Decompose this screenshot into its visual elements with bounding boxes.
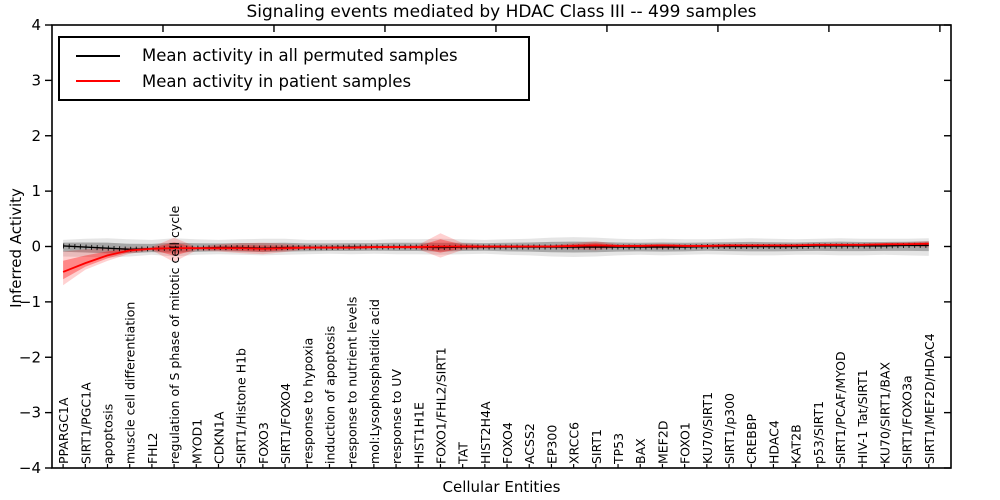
x-tick-label: KU70/SIRT1/BAX (877, 362, 892, 464)
y-tick-label: −2 (19, 348, 41, 366)
x-tick-label: regulation of S phase of mitotic cell cy… (167, 205, 182, 464)
y-tick-label: 2 (31, 127, 41, 145)
x-tick-label: TAT (456, 442, 471, 465)
y-tick-label: 1 (31, 182, 41, 200)
x-tick-label: BAX (633, 438, 648, 464)
x-tick-label: MYOD1 (189, 419, 204, 464)
x-tick-label: HIST2H4A (478, 401, 493, 464)
x-tick-label: FOXO3 (256, 422, 271, 464)
x-tick-label: SIRT1/p300 (722, 393, 737, 464)
x-tick-label: SIRT1 (589, 429, 604, 464)
x-tick-label: XRCC6 (567, 422, 582, 464)
x-tick-label: SIRT1/FOXO4 (278, 383, 293, 464)
x-tick-label: KU70/SIRT1 (700, 392, 715, 464)
x-tick-label: HDAC4 (766, 420, 781, 464)
x-tick-label: FOXO1/FHL2/SIRT1 (433, 347, 448, 464)
y-tick-label: −3 (19, 404, 41, 422)
y-tick-label: 4 (31, 16, 41, 34)
x-tick-label: FHL2 (145, 432, 160, 464)
x-tick-label: response to UV (389, 369, 404, 464)
x-tick-label: PPARGC1A (56, 397, 71, 464)
patient-line-swatch (76, 80, 120, 83)
x-tick-label: KAT2B (789, 424, 804, 464)
x-tick-label: FOXO4 (500, 422, 515, 464)
x-tick-label: response to hypoxia (300, 338, 315, 464)
legend-entry-patient: Mean activity in patient samples (76, 72, 528, 91)
y-axis-label: Inferred Activity (7, 188, 25, 308)
x-tick-label: CREBBP (744, 414, 759, 464)
legend-label: Mean activity in patient samples (142, 71, 412, 91)
x-tick-label: response to nutrient levels (345, 297, 360, 464)
x-tick-label: FOXO1 (678, 422, 693, 464)
x-tick-label: SIRT1/PGC1A (78, 382, 93, 464)
x-tick-label: apoptosis (100, 404, 115, 464)
legend: Mean activity in all permuted samples Me… (58, 36, 530, 101)
legend-label: Mean activity in all permuted samples (142, 46, 458, 66)
x-tick-label: HIV-1 Tat/SIRT1 (855, 369, 870, 464)
x-tick-label: SIRT1/FOXO3a (900, 375, 915, 464)
x-tick-label: SIRT1/MEF2D/HDAC4 (922, 333, 937, 464)
x-tick-label: muscle cell differentiation (123, 302, 138, 464)
x-axis-label: Cellular Entities (442, 478, 561, 496)
x-tick-label: induction of apoptosis (322, 326, 337, 464)
y-tick-label: −1 (19, 293, 41, 311)
y-tick-label: 3 (31, 71, 41, 89)
x-tick-label: ACSS2 (522, 423, 537, 464)
x-tick-label: MEF2D (655, 421, 670, 464)
x-tick-label: CDKN1A (211, 411, 226, 464)
patient-samples-range-inner (63, 239, 929, 280)
x-tick-label: p53/SIRT1 (811, 401, 826, 464)
x-tick-label: SIRT1/PCAF/MYOD (833, 351, 848, 464)
legend-entry-permuted: Mean activity in all permuted samples (76, 46, 528, 65)
chart-title: Signaling events mediated by HDAC Class … (246, 2, 757, 22)
patient-mean-line (62, 242, 929, 273)
y-tick-label: −4 (19, 459, 41, 477)
y-tick-label: 0 (31, 238, 41, 256)
x-tick-label: TP53 (611, 433, 626, 465)
x-tick-label: mol:Lysophosphatidic acid (367, 299, 382, 464)
x-tick-label: SIRT1/Histone H1b (234, 348, 249, 464)
permuted-line-swatch (76, 54, 120, 57)
x-tick-label: HIST1H1E (411, 402, 426, 464)
x-tick-label: EP300 (544, 425, 559, 464)
